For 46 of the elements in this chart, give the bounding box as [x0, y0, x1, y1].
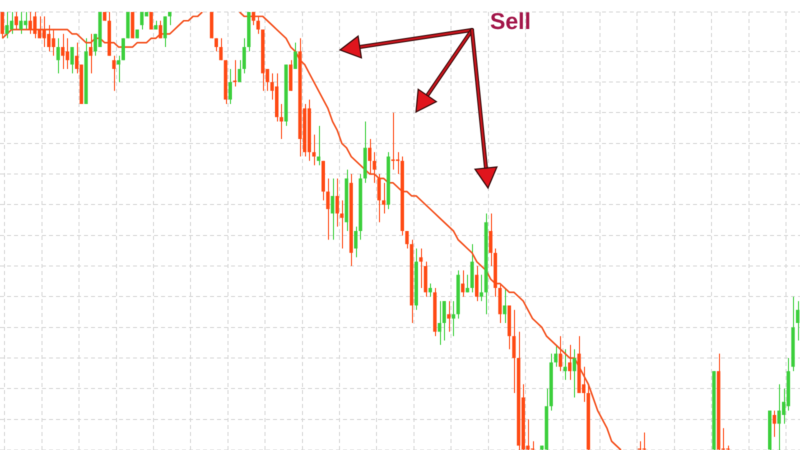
candlestick: [149, 12, 153, 30]
candlestick: [228, 68, 232, 104]
candlestick: [233, 60, 237, 87]
candlestick: [475, 266, 478, 302]
candlestick: [419, 248, 423, 288]
candlestick: [512, 309, 516, 394]
candlestick: [466, 274, 470, 293]
candlestick: [294, 42, 298, 70]
candlestick: [330, 178, 334, 240]
candlestick: [56, 38, 60, 74]
annotation: Sell: [490, 8, 531, 35]
candlestick: [163, 16, 167, 48]
candlestick: [572, 348, 576, 398]
candlestick: [88, 33, 92, 74]
candlestick: [442, 300, 446, 341]
candlestick: [326, 178, 330, 240]
candlestick: [428, 283, 432, 298]
candlestick: [242, 38, 246, 74]
candlestick: [256, 16, 260, 34]
candlestick: [168, 12, 172, 26]
candlestick: [772, 410, 776, 438]
candlestick: [502, 287, 506, 324]
candlestick: [316, 125, 320, 166]
candlestick: [558, 336, 562, 372]
candlestick: [554, 344, 558, 368]
candlestick: [219, 38, 223, 61]
candlestick: [642, 432, 646, 450]
candlestick: [405, 230, 409, 250]
candlestick: [377, 174, 381, 223]
candlestick: [340, 200, 344, 250]
candlestick: [312, 134, 316, 166]
candlestick: [214, 38, 218, 52]
candlestick: [335, 178, 339, 228]
candlestick: [461, 270, 465, 298]
candlestick: [70, 46, 74, 74]
candlestick: [796, 300, 800, 341]
candlestick: [447, 300, 451, 332]
candlestick: [480, 274, 484, 302]
candlestick: [568, 344, 572, 380]
candlestick: [61, 33, 65, 70]
candlestick: [382, 182, 386, 214]
candlestick: [563, 348, 567, 380]
candlestick: [112, 55, 116, 92]
candlestick: [158, 20, 162, 39]
candlestick: [452, 300, 456, 337]
candlestick: [368, 138, 372, 175]
